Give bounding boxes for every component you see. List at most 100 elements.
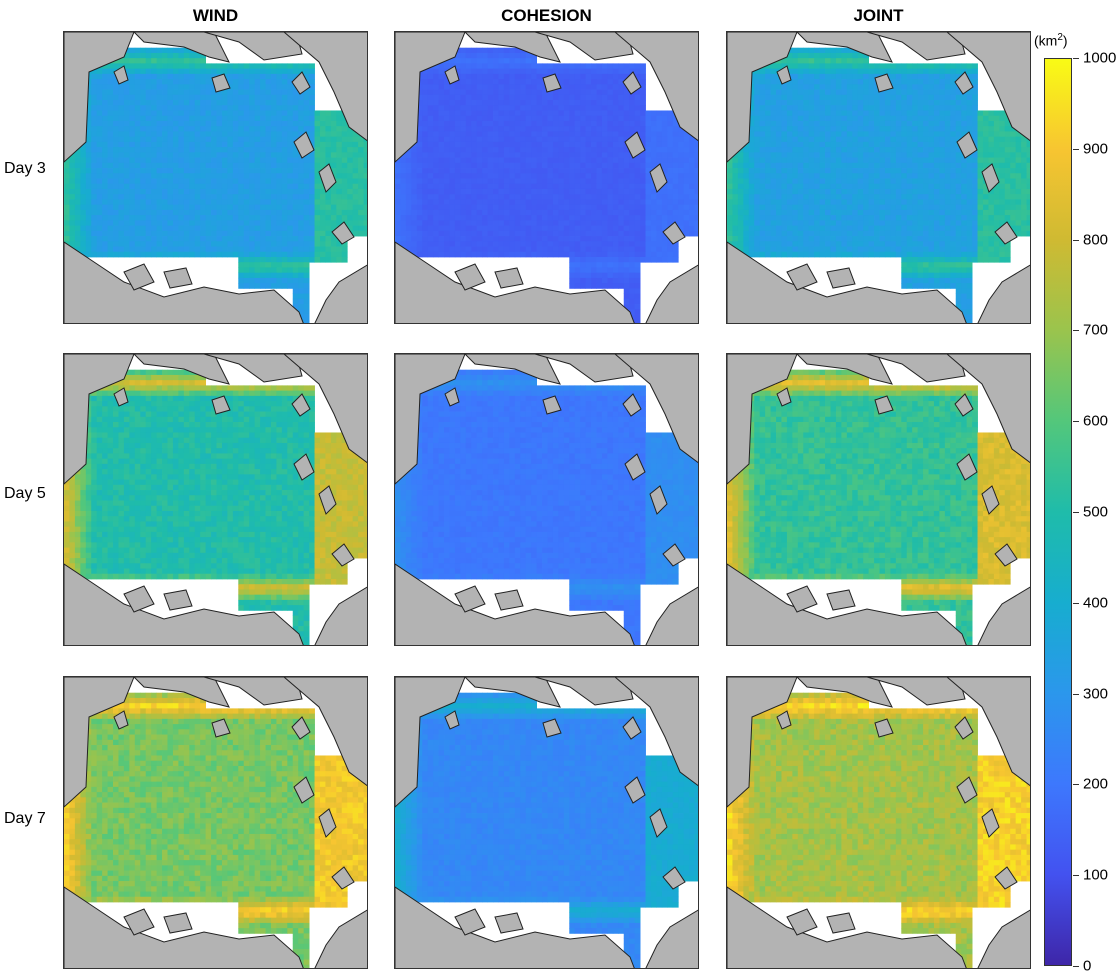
heatmap-cell: [427, 94, 434, 101]
heatmap-cell: [238, 115, 245, 122]
heatmap-cell: [879, 100, 886, 106]
heatmap-cell: [140, 68, 147, 75]
heatmap-cell: [189, 141, 196, 148]
heatmap-cell: [113, 199, 119, 206]
heatmap-cell: [792, 52, 799, 59]
heatmap-cell: [640, 209, 646, 216]
heatmap-cell: [563, 230, 570, 237]
heatmap-cell: [249, 209, 256, 216]
heatmap-cell: [303, 309, 310, 315]
heatmap-cell: [629, 168, 636, 174]
heatmap-cell: [352, 152, 359, 158]
heatmap-cell: [172, 183, 179, 190]
heatmap-cell: [91, 120, 98, 127]
heatmap-cell: [249, 89, 256, 96]
heatmap-cell: [118, 141, 125, 148]
heatmap-cell: [498, 178, 505, 185]
land-masses: [395, 32, 698, 323]
heatmap-cell: [487, 230, 494, 237]
heatmap-cell: [999, 126, 1006, 132]
heatmap-cell: [525, 162, 532, 169]
heatmap-cell: [156, 120, 163, 127]
heatmap-cell: [287, 241, 294, 247]
heatmap-cell: [227, 63, 234, 70]
heatmap-cell: [678, 168, 685, 174]
heatmap-cell: [797, 47, 804, 54]
heatmap-cell: [427, 115, 434, 122]
heatmap-cell: [102, 183, 108, 190]
heatmap-cell: [309, 251, 315, 258]
heatmap-cell: [303, 115, 310, 122]
heatmap-cell: [781, 58, 788, 64]
heatmap-cell: [341, 152, 348, 158]
heatmap-cell: [260, 162, 266, 169]
heatmap-cell: [612, 168, 619, 174]
heatmap-cell: [552, 100, 559, 106]
heatmap-cell: [585, 105, 592, 111]
heatmap-cell: [776, 131, 782, 138]
heatmap-cell: [427, 204, 434, 211]
heatmap-cell: [91, 225, 98, 232]
heatmap-cell: [776, 79, 782, 85]
heatmap-cell: [857, 120, 864, 127]
heatmap-cell: [319, 215, 326, 221]
heatmap-cell: [411, 194, 418, 200]
heatmap-cell: [917, 115, 924, 122]
heatmap-cell: [221, 141, 228, 148]
heatmap-cell: [667, 162, 674, 169]
heatmap-cell: [298, 204, 305, 211]
heatmap-cell: [520, 136, 527, 143]
heatmap-cell: [243, 94, 250, 101]
heatmap-cell: [890, 63, 897, 70]
heatmap-cell: [574, 236, 581, 242]
heatmap-cell: [563, 115, 570, 122]
heatmap-cell: [623, 89, 630, 96]
heatmap-cell: [454, 199, 461, 206]
heatmap-cell: [249, 225, 256, 232]
heatmap-cell: [846, 52, 853, 59]
heatmap-cell: [298, 199, 305, 206]
heatmap-cell: [336, 115, 343, 122]
heatmap-cell: [151, 126, 157, 132]
heatmap-cell: [211, 147, 217, 153]
heatmap-cell: [955, 131, 962, 138]
heatmap-cell: [107, 63, 114, 70]
heatmap-cell: [69, 168, 76, 174]
heatmap-cell: [623, 230, 630, 237]
heatmap-cell: [830, 110, 837, 117]
heatmap-cell: [227, 136, 234, 143]
heatmap-cell: [69, 178, 76, 185]
heatmap-cell: [91, 199, 98, 206]
heatmap-cell: [906, 73, 913, 80]
heatmap-cell: [460, 147, 467, 153]
heatmap-cell: [422, 230, 429, 237]
heatmap-cell: [607, 168, 614, 174]
heatmap-cell: [134, 115, 141, 122]
heatmap-cell: [552, 147, 559, 153]
heatmap-cell: [689, 141, 695, 148]
heatmap-cell: [955, 120, 962, 127]
heatmap-cell: [260, 204, 266, 211]
heatmap-cell: [85, 100, 92, 106]
heatmap-cell: [454, 136, 461, 143]
heatmap-cell: [189, 157, 196, 164]
heatmap-cell: [91, 215, 98, 221]
heatmap-cell: [618, 162, 625, 169]
heatmap-cell: [879, 120, 886, 127]
heatmap-cell: [460, 251, 467, 258]
heatmap-cell: [200, 168, 207, 174]
heatmap-cell: [487, 220, 494, 226]
heatmap-cell: [547, 141, 554, 148]
heatmap-cell: [808, 73, 815, 80]
heatmap-cell: [314, 215, 321, 221]
heatmap-cell: [140, 209, 147, 216]
heatmap-cell: [569, 209, 576, 216]
heatmap-cell: [281, 126, 288, 132]
heatmap-cell: [85, 188, 92, 195]
land-shape: [494, 267, 524, 289]
heatmap-cell: [438, 162, 445, 169]
heatmap-cell: [123, 209, 130, 216]
heatmap-cell: [803, 89, 810, 96]
map-svg: [395, 32, 698, 323]
heatmap-cell: [129, 157, 136, 164]
